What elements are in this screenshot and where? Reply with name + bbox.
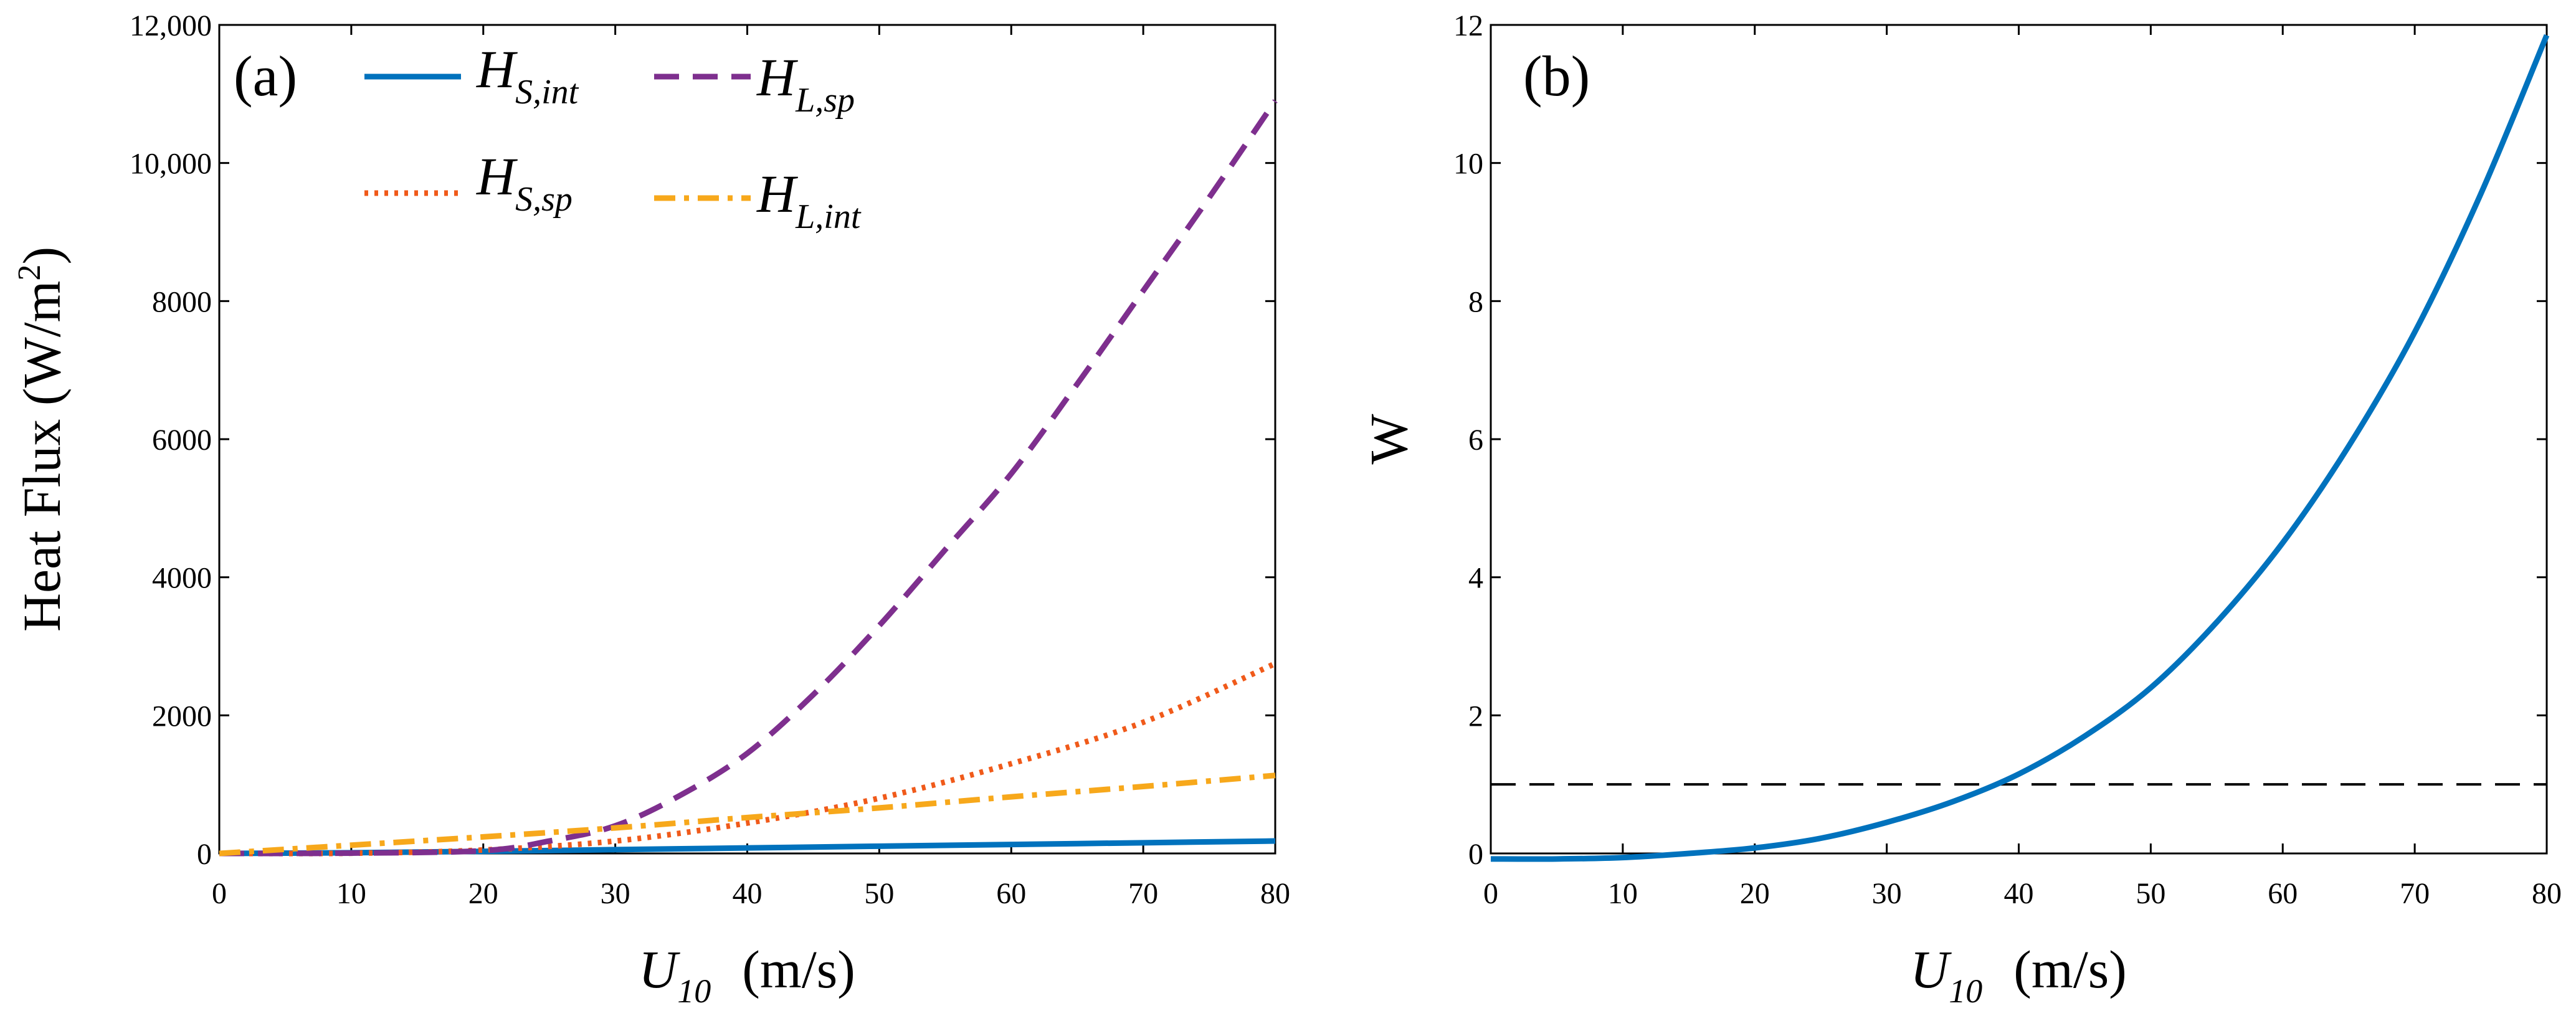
panel-a-legend: HS,int HL,sp HS,sp HL,int xyxy=(364,39,862,236)
panel-1-x-tick-label: 20 xyxy=(1740,877,1770,910)
panel-1-y-tick-label: 8 xyxy=(1468,285,1483,318)
panel-1-x-tick-label: 50 xyxy=(2136,877,2165,910)
panel-0-x-tick-label: 20 xyxy=(468,877,498,910)
panel-1-x-tick-label: 30 xyxy=(1872,877,1902,910)
legend-label-hl-sp: HL,sp xyxy=(756,47,855,120)
panel-a-x-axis-label: U10 (m/s) xyxy=(639,939,855,1010)
panel-0-x-tick-label: 30 xyxy=(601,877,630,910)
panel-a-axes-box xyxy=(218,24,1276,855)
panel-1-y-tick-label: 4 xyxy=(1468,562,1483,595)
panel-b-label: (b) xyxy=(1523,44,1590,108)
panel-0-x-tick-label: 40 xyxy=(733,877,763,910)
panel-0-x-tick-label: 50 xyxy=(864,877,894,910)
panel-1-y-tick-label: 2 xyxy=(1468,700,1483,733)
panel-0-y-tick-label: 10,000 xyxy=(130,148,212,181)
panel-0-x-tick-label: 60 xyxy=(996,877,1026,910)
legend-label-hs-int: HS,int xyxy=(476,39,579,112)
panel-1-x-tick-label: 70 xyxy=(2400,877,2430,910)
panel-b-axes-box xyxy=(1490,24,2548,855)
panel-a-series xyxy=(219,99,1278,857)
panel-0-x-tick-label: 10 xyxy=(336,877,366,910)
panel-1-series-w xyxy=(1490,34,2550,862)
panel-0-series-h-l-int xyxy=(219,772,1276,857)
panel-0-series-h-l-sp xyxy=(219,99,1278,857)
panel-1-y-tick-label: 6 xyxy=(1468,424,1483,457)
panel-0-y-tick-label: 0 xyxy=(197,838,212,871)
panel-a-ticks: 0 10 20 30 40 50 60 70 80 0 2000 4000 6000 8000 10,000… xyxy=(130,9,1290,910)
panel-1-x-tick-label: 10 xyxy=(1608,877,1638,910)
panel-1-y-tick-label: 0 xyxy=(1468,838,1483,871)
panel-b-y-axis-label: W xyxy=(1359,414,1419,464)
legend-label-hs-sp: HS,sp xyxy=(476,146,573,219)
panel-a: 0 10 20 30 40 50 60 70 80 0 2000 4000 6000 8000 10,000… xyxy=(12,9,1290,1010)
panel-1-x-tick-label: 40 xyxy=(2004,877,2034,910)
panel-0-x-tick-label: 70 xyxy=(1128,877,1158,910)
panel-0-x-tick-label: 0 xyxy=(212,877,227,910)
panel-1-x-tick-label: 80 xyxy=(2532,877,2562,910)
panel-0-series-h-s-sp xyxy=(219,661,1276,857)
panel-1-x-tick-label: 60 xyxy=(2268,877,2298,910)
panel-0-x-tick-label: 80 xyxy=(1260,877,1290,910)
panel-0-y-tick-label: 8000 xyxy=(152,285,212,318)
panel-0-y-tick-label: 6000 xyxy=(152,424,212,457)
panel-1-x-tick-label: 0 xyxy=(1483,877,1498,910)
panel-b: 0 10 20 30 40 50 60 70 80 0 2 4 6 8 10 12 (b) W U10 (m/s… xyxy=(1359,9,2562,1010)
panel-b-x-axis-label: U10 (m/s) xyxy=(1910,939,2127,1010)
panel-0-y-tick-label: 2000 xyxy=(152,700,212,733)
legend-label-hl-int: HL,int xyxy=(756,164,862,236)
panel-b-ticks: 0 10 20 30 40 50 60 70 80 0 2 4 6 8 10 12 xyxy=(1453,9,2562,910)
panel-a-y-axis-label: Heat Flux (W/m2) xyxy=(12,247,72,632)
panel-a-label: (a) xyxy=(234,44,297,108)
panel-1-y-tick-label: 10 xyxy=(1453,148,1483,181)
panel-1-y-tick-label: 12 xyxy=(1453,9,1483,42)
panel-0-y-tick-label: 4000 xyxy=(152,562,212,595)
panel-0-y-tick-label: 12,000 xyxy=(130,9,212,42)
panel-b-series xyxy=(1490,34,2550,862)
